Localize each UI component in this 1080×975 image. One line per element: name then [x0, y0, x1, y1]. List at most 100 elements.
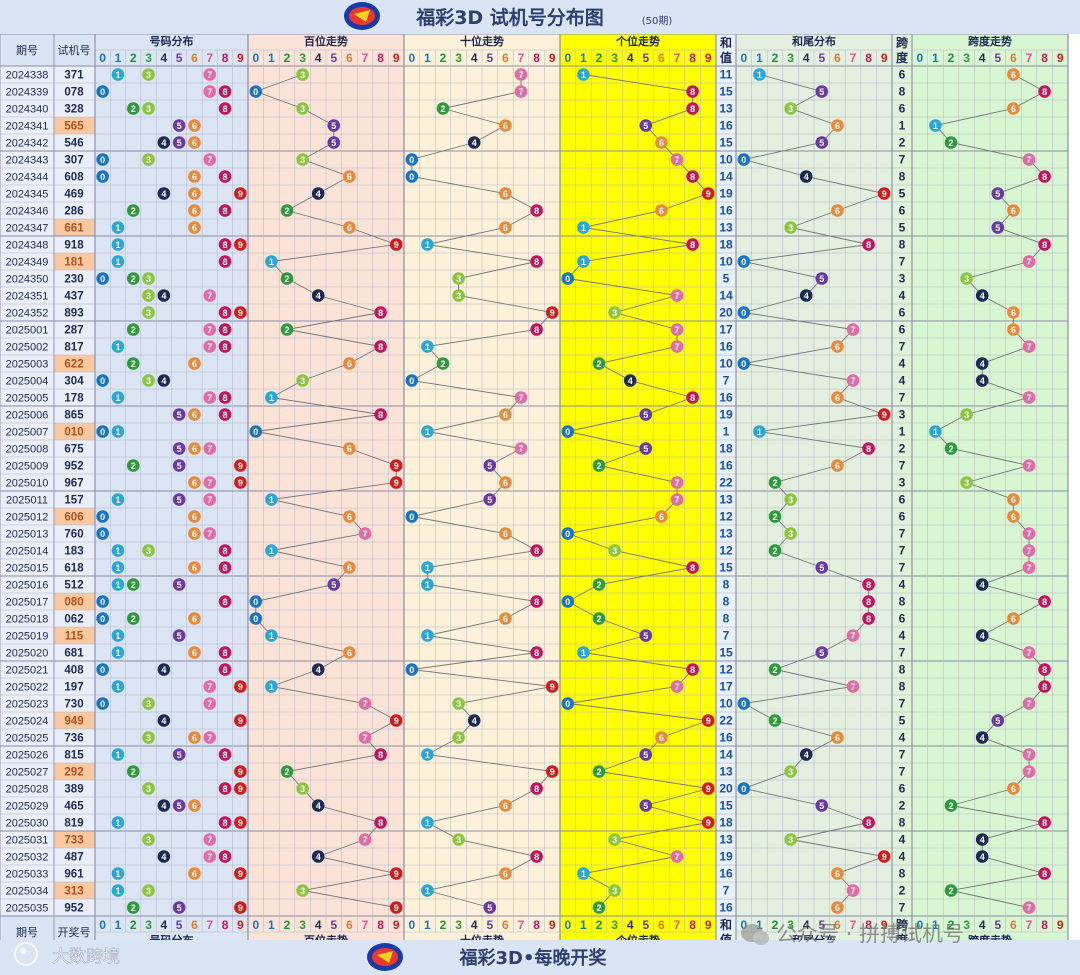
span-cell: 7: [899, 697, 906, 711]
units-ball: [686, 170, 699, 183]
tens-ball-label: 7: [518, 444, 523, 454]
hundreds-ball-label: 1: [269, 257, 274, 267]
digit-header-units: 6: [658, 918, 665, 932]
trial-number-cell: 815: [64, 750, 84, 762]
sum-cell: 15: [719, 799, 733, 813]
units-ball: [592, 459, 606, 472]
distribution-ball: [126, 204, 140, 217]
distribution-ball: [157, 714, 171, 727]
tens-ball: [405, 374, 419, 387]
units-ball: [655, 136, 668, 149]
trial-number-cell: 292: [64, 767, 83, 779]
hundreds-ball: [358, 731, 372, 744]
span-ball: [1022, 765, 1036, 778]
period-cell: 2024352: [6, 308, 49, 320]
distribution-ball: [157, 663, 171, 676]
distribution-ball-label: 7: [207, 87, 212, 97]
distribution-ball-label: 8: [223, 325, 228, 335]
period-cell: 2025023: [6, 699, 49, 711]
units-ball: [655, 204, 668, 217]
distribution-ball-label: 6: [192, 801, 197, 811]
tens-ball: [530, 323, 543, 336]
hundreds-ball: [343, 170, 356, 183]
distribution-ball: [96, 85, 109, 98]
distribution-ball-label: 7: [207, 733, 212, 743]
tens-ball: [499, 867, 512, 880]
period-cell: 2025019: [6, 631, 49, 643]
distribution-ball: [126, 459, 140, 472]
hundreds-ball: [311, 289, 325, 302]
footer-logo-icon: [367, 943, 403, 971]
span-ball: [1038, 170, 1051, 183]
distribution-ball-label: 1: [115, 223, 120, 233]
distribution-ball: [96, 510, 109, 523]
digit-header-span: 8: [1041, 918, 1048, 932]
hundreds-ball-label: 8: [378, 750, 383, 760]
tens-ball: [514, 85, 528, 98]
hundreds-ball: [296, 102, 309, 115]
distribution-ball: [203, 850, 217, 863]
distribution-ball-label: 2: [131, 767, 136, 777]
distribution-ball-label: 0: [100, 155, 105, 165]
span-ball: [1022, 255, 1036, 268]
sum-cell: 7: [723, 884, 730, 898]
digit-header-span: 1: [932, 51, 939, 65]
span-ball: [975, 357, 989, 370]
hundreds-ball: [374, 306, 387, 319]
span-cell: 6: [899, 510, 906, 524]
hundreds-ball-label: 6: [347, 172, 352, 182]
distribution-ball: [234, 680, 247, 693]
tens-ball: [405, 170, 419, 183]
sum-tail-ball-label: 3: [788, 529, 793, 539]
sum-tail-ball: [737, 782, 751, 795]
distribution-ball-label: 0: [100, 274, 105, 284]
distribution-ball-label: 0: [100, 512, 105, 522]
units-ball: [686, 391, 699, 404]
tens-ball-label: 1: [425, 563, 430, 573]
distribution-ball-label: 4: [161, 291, 166, 301]
sum-tail-ball-label: 7: [850, 376, 855, 386]
digit-header-sumtail: 1: [756, 51, 763, 65]
distribution-ball-label: 2: [131, 359, 136, 369]
sum-tail-ball-label: 4: [804, 750, 809, 760]
units-ball: [686, 663, 699, 676]
distribution-ball: [218, 306, 232, 319]
hundreds-ball-label: 9: [394, 240, 399, 250]
units-ball-label: 3: [612, 835, 617, 845]
distribution-ball: [126, 357, 140, 370]
trial-number-cell: 115: [65, 631, 84, 643]
digit-header-sumtail: 4: [803, 918, 810, 932]
units-ball-label: 7: [674, 325, 679, 335]
distribution-ball: [188, 170, 201, 183]
trial-number-cell: 286: [64, 206, 83, 218]
distribution-ball-label: 6: [192, 869, 197, 879]
distribution-ball-label: 7: [207, 325, 212, 335]
units-ball-label: 7: [674, 495, 679, 505]
digit-header-hundreds: 1: [268, 51, 275, 65]
digit-header-span: 3: [963, 918, 970, 932]
digit-header-sumtail: 7: [850, 51, 857, 65]
units-ball-label: 5: [643, 801, 648, 811]
span-cell: 3: [899, 408, 906, 422]
distribution-ball-label: 0: [100, 376, 105, 386]
number-header: 开奖号: [58, 925, 91, 939]
hundreds-ball-label: 0: [253, 427, 258, 437]
trial-number-cell: 178: [64, 393, 84, 405]
sum-cell: 8: [723, 612, 730, 626]
distribution-ball: [142, 544, 155, 557]
distribution-ball-label: 6: [192, 478, 197, 488]
units-ball: [670, 476, 684, 489]
span-ball-label: 4: [980, 852, 985, 862]
units-ball-label: 2: [596, 614, 601, 624]
span-cell: 2: [899, 799, 906, 813]
hundreds-ball-label: 6: [347, 223, 352, 233]
hundreds-ball: [311, 799, 325, 812]
tens-ball: [530, 204, 543, 217]
distribution-ball: [172, 408, 186, 421]
units-ball-label: 1: [581, 70, 586, 80]
period-cell: 2025034: [6, 886, 49, 898]
distribution-ball: [234, 765, 247, 778]
distribution-ball-label: 8: [223, 750, 228, 760]
span-ball-label: 4: [980, 291, 985, 301]
distribution-ball-label: 8: [223, 784, 228, 794]
